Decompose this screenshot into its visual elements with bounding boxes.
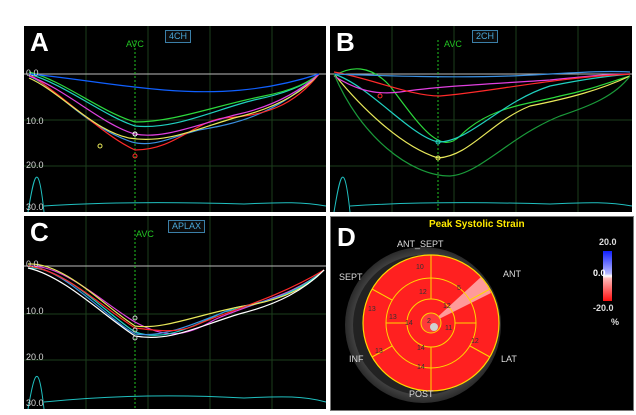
segment-value: 5 bbox=[457, 285, 461, 292]
panel-a-ytick-30: 30.0 bbox=[26, 202, 44, 212]
label-sept: SEPT bbox=[339, 272, 363, 282]
panel-c-view-tag: APLAX bbox=[168, 220, 206, 233]
bullseye-plot bbox=[345, 247, 612, 403]
label-post: POST bbox=[409, 389, 434, 399]
segment-value: 12 bbox=[443, 303, 451, 310]
bullseye-title: Peak Systolic Strain bbox=[429, 219, 525, 230]
scale-min-label: -20.0 bbox=[593, 303, 614, 313]
panel-c-plot bbox=[24, 216, 326, 409]
panel-c-ytick-0: 0.0 bbox=[26, 259, 39, 269]
panel-a-ytick-10: 10.0 bbox=[26, 116, 44, 126]
segment-value: 14 bbox=[417, 364, 425, 371]
segment-value: 12 bbox=[471, 338, 479, 345]
segment-value: 12 bbox=[419, 289, 427, 296]
segment-value: 14 bbox=[405, 320, 413, 327]
panel-c-ytick-30: 30.0 bbox=[26, 398, 44, 408]
panel-a-4ch: A 4CH AVC 0.0 10.0 20.0 30.0 bbox=[24, 26, 326, 212]
segment-value: 13 bbox=[368, 306, 376, 313]
segment-value: 2 bbox=[427, 318, 431, 325]
panel-b-plot bbox=[330, 26, 632, 212]
panel-c-ytick-10: 10.0 bbox=[26, 306, 44, 316]
panel-a-plot bbox=[24, 26, 326, 212]
segment-value: 14 bbox=[417, 345, 425, 352]
label-inf: INF bbox=[349, 354, 364, 364]
panel-a-avc-label: AVC bbox=[126, 39, 144, 49]
label-lat: LAT bbox=[501, 354, 517, 364]
panel-b-letter: B bbox=[336, 27, 355, 57]
panel-a-view-tag: 4CH bbox=[165, 30, 192, 43]
segment-value: 13 bbox=[389, 314, 397, 321]
panel-b-avc-label: AVC bbox=[444, 39, 462, 49]
panel-a-ytick-0: 0.0 bbox=[26, 68, 39, 78]
panel-b-2ch: B 2CH AVC bbox=[330, 26, 632, 212]
panel-d-letter: D bbox=[337, 222, 356, 252]
scale-max-label: 20.0 bbox=[599, 237, 617, 247]
label-ant: ANT bbox=[503, 269, 521, 279]
panel-c-ytick-20: 20.0 bbox=[26, 352, 44, 362]
panel-b-view-tag: 2CH bbox=[472, 30, 499, 43]
panel-c-letter: C bbox=[30, 217, 49, 247]
scale-unit-label: % bbox=[611, 317, 620, 327]
panel-a-ytick-20: 20.0 bbox=[26, 160, 44, 170]
panel-a-letter: A bbox=[30, 27, 49, 57]
label-ant-sept: ANT_SEPT bbox=[397, 239, 444, 249]
scale-zero-label: 0.0 bbox=[593, 268, 606, 278]
panel-c-aplax: C APLAX AVC 0.0 10.0 20.0 30.0 bbox=[24, 216, 326, 409]
panel-d-bullseye: Peak Systolic Strain D ANT_SEPT ANT LAT … bbox=[330, 216, 634, 411]
segment-value: 11 bbox=[445, 325, 453, 332]
panel-c-avc-label: AVC bbox=[136, 229, 154, 239]
strain-figure: A 4CH AVC 0.0 10.0 20.0 30.0 bbox=[24, 26, 634, 411]
segment-value: 10 bbox=[416, 264, 424, 271]
segment-value: 13 bbox=[375, 348, 383, 355]
